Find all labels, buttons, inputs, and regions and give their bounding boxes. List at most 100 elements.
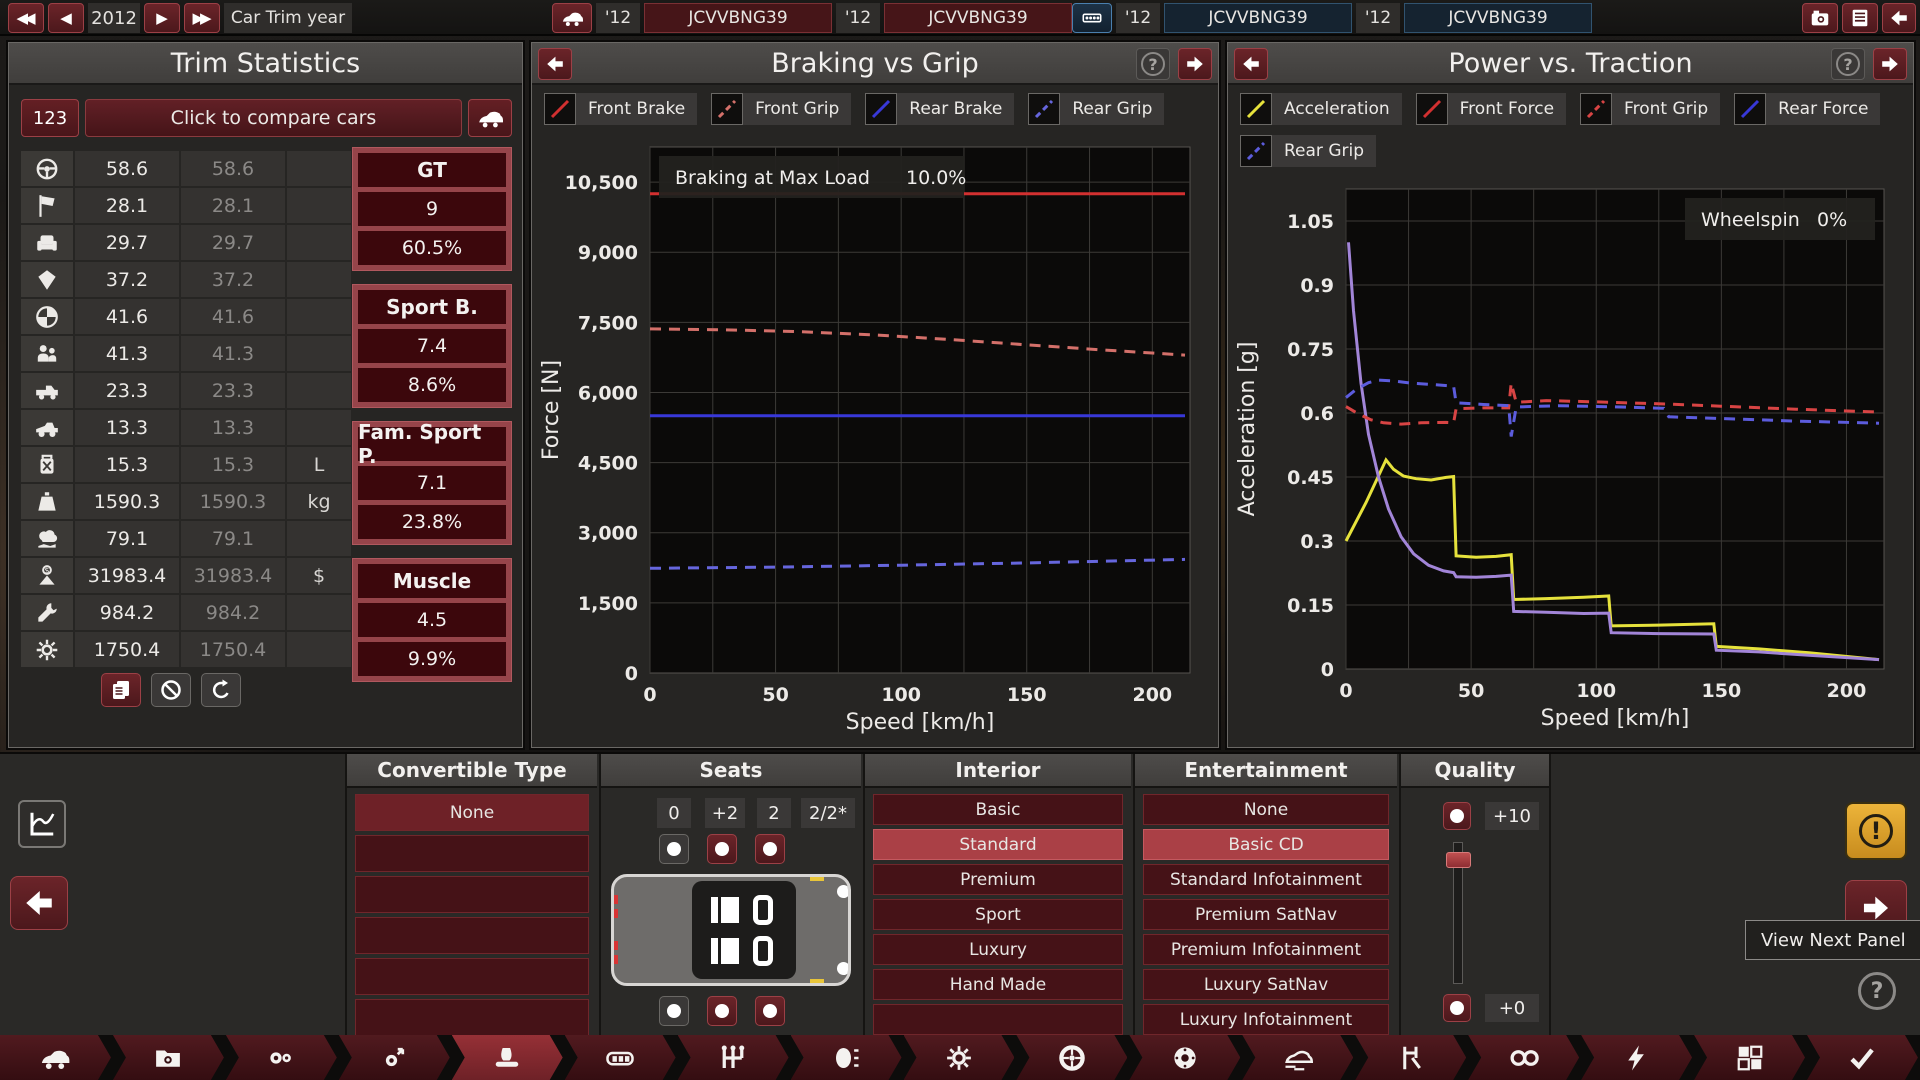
- legend-front-force[interactable]: Front Force: [1415, 93, 1567, 125]
- year-prev-button[interactable]: ◀: [48, 3, 84, 33]
- car-tab-1[interactable]: JCVVBNG39: [884, 3, 1072, 33]
- option-standard-infotainment[interactable]: Standard Infotainment: [1143, 864, 1389, 895]
- option-basic-cd[interactable]: Basic CD: [1143, 829, 1389, 860]
- graph-button[interactable]: [18, 800, 66, 848]
- legend-line-icon: [1580, 93, 1613, 125]
- toolbar-tab-engine-folder[interactable]: [113, 1035, 224, 1080]
- bench-seat[interactable]: [711, 937, 739, 964]
- back-button[interactable]: [1882, 3, 1916, 33]
- toolbar-tab-trim-interior[interactable]: [452, 1035, 563, 1080]
- bucket-seat[interactable]: [753, 935, 773, 966]
- demographic-box[interactable]: Sport B. 7.4 8.6%: [352, 284, 512, 408]
- demographic-box[interactable]: Muscle 4.5 9.9%: [352, 558, 512, 682]
- seats-middle-minus-button[interactable]: [707, 996, 737, 1026]
- toolbar-tab-engine-family[interactable]: [226, 1035, 337, 1080]
- power-help-button[interactable]: ?: [1831, 48, 1865, 80]
- seats-rear-plus-button[interactable]: [755, 834, 785, 864]
- legend-label: Rear Grip: [1272, 135, 1376, 167]
- toolbar-tab-engine-tuning[interactable]: [339, 1035, 450, 1080]
- option-empty[interactable]: [355, 999, 589, 1036]
- engine-tab-1[interactable]: JCVVBNG39: [1404, 3, 1592, 33]
- toolbar-tab-quality-grid[interactable]: [1694, 1035, 1805, 1080]
- option-empty[interactable]: [873, 1004, 1123, 1035]
- toolbar-tab-cog[interactable]: [904, 1035, 1015, 1080]
- legend-acceleration[interactable]: Acceleration: [1240, 93, 1402, 125]
- car-tab-0[interactable]: JCVVBNG39: [644, 3, 832, 33]
- compare-car-button[interactable]: [468, 99, 512, 137]
- year-first-button[interactable]: ◀◀: [8, 3, 44, 33]
- toolbar-tab-bolt[interactable]: [1581, 1035, 1692, 1080]
- year-last-button[interactable]: ▶▶: [184, 3, 220, 33]
- toolbar-tab-fixtures[interactable]: [791, 1035, 902, 1080]
- option-empty[interactable]: [355, 917, 589, 954]
- toolbar-tab-aero[interactable]: [1242, 1035, 1353, 1080]
- svg-text:$: $: [44, 564, 49, 574]
- block-button[interactable]: [151, 673, 191, 707]
- quality-slider-handle[interactable]: [1446, 852, 1471, 868]
- option-luxury[interactable]: Luxury: [873, 934, 1123, 965]
- toolbar-tab-seats-layout[interactable]: [565, 1035, 676, 1080]
- bench-seat[interactable]: [711, 896, 739, 923]
- toolbar-tab-check[interactable]: [1807, 1035, 1918, 1080]
- quality-slider-track[interactable]: [1453, 842, 1463, 984]
- warning-button[interactable]: !: [1845, 802, 1907, 860]
- previous-panel-button[interactable]: [10, 876, 68, 930]
- toolbar-tab-car-body[interactable]: [0, 1035, 111, 1080]
- option-none[interactable]: None: [1143, 794, 1389, 825]
- legend-rear-grip[interactable]: Rear Grip: [1240, 135, 1376, 167]
- demographic-score: 7.1: [358, 466, 506, 500]
- compare-cars-bar[interactable]: Click to compare cars: [85, 99, 462, 137]
- power-next-button[interactable]: [1873, 48, 1907, 80]
- seats-middle-plus-button[interactable]: [707, 834, 737, 864]
- engine-tab-0[interactable]: JCVVBNG39: [1164, 3, 1352, 33]
- legend-rear-brake[interactable]: Rear Brake: [865, 93, 1015, 125]
- option-empty[interactable]: [355, 835, 589, 872]
- compare-123-button[interactable]: 123: [21, 99, 79, 137]
- option-empty[interactable]: [355, 958, 589, 995]
- notes-button[interactable]: [1842, 3, 1878, 33]
- demographic-box[interactable]: Fam. Sport P. 7.1 23.8%: [352, 420, 512, 545]
- seats-front-plus-button[interactable]: [659, 834, 689, 864]
- copy-stats-button[interactable]: [101, 673, 141, 707]
- toolbar-tab-wheel[interactable]: [1016, 1035, 1127, 1080]
- option-luxury-infotainment[interactable]: Luxury Infotainment: [1143, 1004, 1389, 1035]
- photo-button[interactable]: [1802, 3, 1838, 33]
- legend-rear-force[interactable]: Rear Force: [1734, 93, 1881, 125]
- year-next-button[interactable]: ▶: [144, 3, 180, 33]
- toolbar-tab-brake-disc[interactable]: [1129, 1035, 1240, 1080]
- legend-label: Front Brake: [576, 93, 698, 125]
- braking-prev-button[interactable]: [538, 48, 572, 80]
- option-empty[interactable]: [355, 876, 589, 913]
- braking-next-button[interactable]: [1178, 48, 1212, 80]
- car-tab-icon-button[interactable]: [552, 3, 592, 33]
- option-sport[interactable]: Sport: [873, 899, 1123, 930]
- undo-button[interactable]: [201, 673, 241, 707]
- toolbar-tab-wheels-pair[interactable]: [1468, 1035, 1579, 1080]
- engine-tab-icon-button[interactable]: [1072, 3, 1112, 33]
- legend-front-brake[interactable]: Front Brake: [544, 93, 698, 125]
- toolbar-tab-suspension[interactable]: [1355, 1035, 1466, 1080]
- demographic-box[interactable]: GT 9 60.5%: [352, 147, 512, 271]
- option-basic[interactable]: Basic: [873, 794, 1123, 825]
- legend-front-grip[interactable]: Front Grip: [711, 93, 852, 125]
- option-premium-satnav[interactable]: Premium SatNav: [1143, 899, 1389, 930]
- quality-header: Quality: [1401, 754, 1549, 788]
- option-premium[interactable]: Premium: [873, 864, 1123, 895]
- option-none[interactable]: None: [355, 794, 589, 831]
- bucket-seat[interactable]: [753, 894, 773, 925]
- legend-rear-grip[interactable]: Rear Grip: [1028, 93, 1165, 125]
- svg-text:150: 150: [1007, 684, 1047, 706]
- seats-rear-minus-button[interactable]: [755, 996, 785, 1026]
- option-luxury-satnav[interactable]: Luxury SatNav: [1143, 969, 1389, 1000]
- seats-front-minus-button[interactable]: [659, 996, 689, 1026]
- quality-plus-button[interactable]: [1443, 802, 1471, 830]
- toolbar-tab-gearbox[interactable]: [678, 1035, 789, 1080]
- legend-front-grip[interactable]: Front Grip: [1580, 93, 1721, 125]
- power-prev-button[interactable]: [1234, 48, 1268, 80]
- option-hand-made[interactable]: Hand Made: [873, 969, 1123, 1000]
- quality-minus-button[interactable]: [1443, 994, 1471, 1022]
- braking-help-button[interactable]: ?: [1136, 48, 1170, 80]
- help-button[interactable]: ?: [1858, 972, 1896, 1010]
- option-premium-infotainment[interactable]: Premium Infotainment: [1143, 934, 1389, 965]
- option-standard[interactable]: Standard: [873, 829, 1123, 860]
